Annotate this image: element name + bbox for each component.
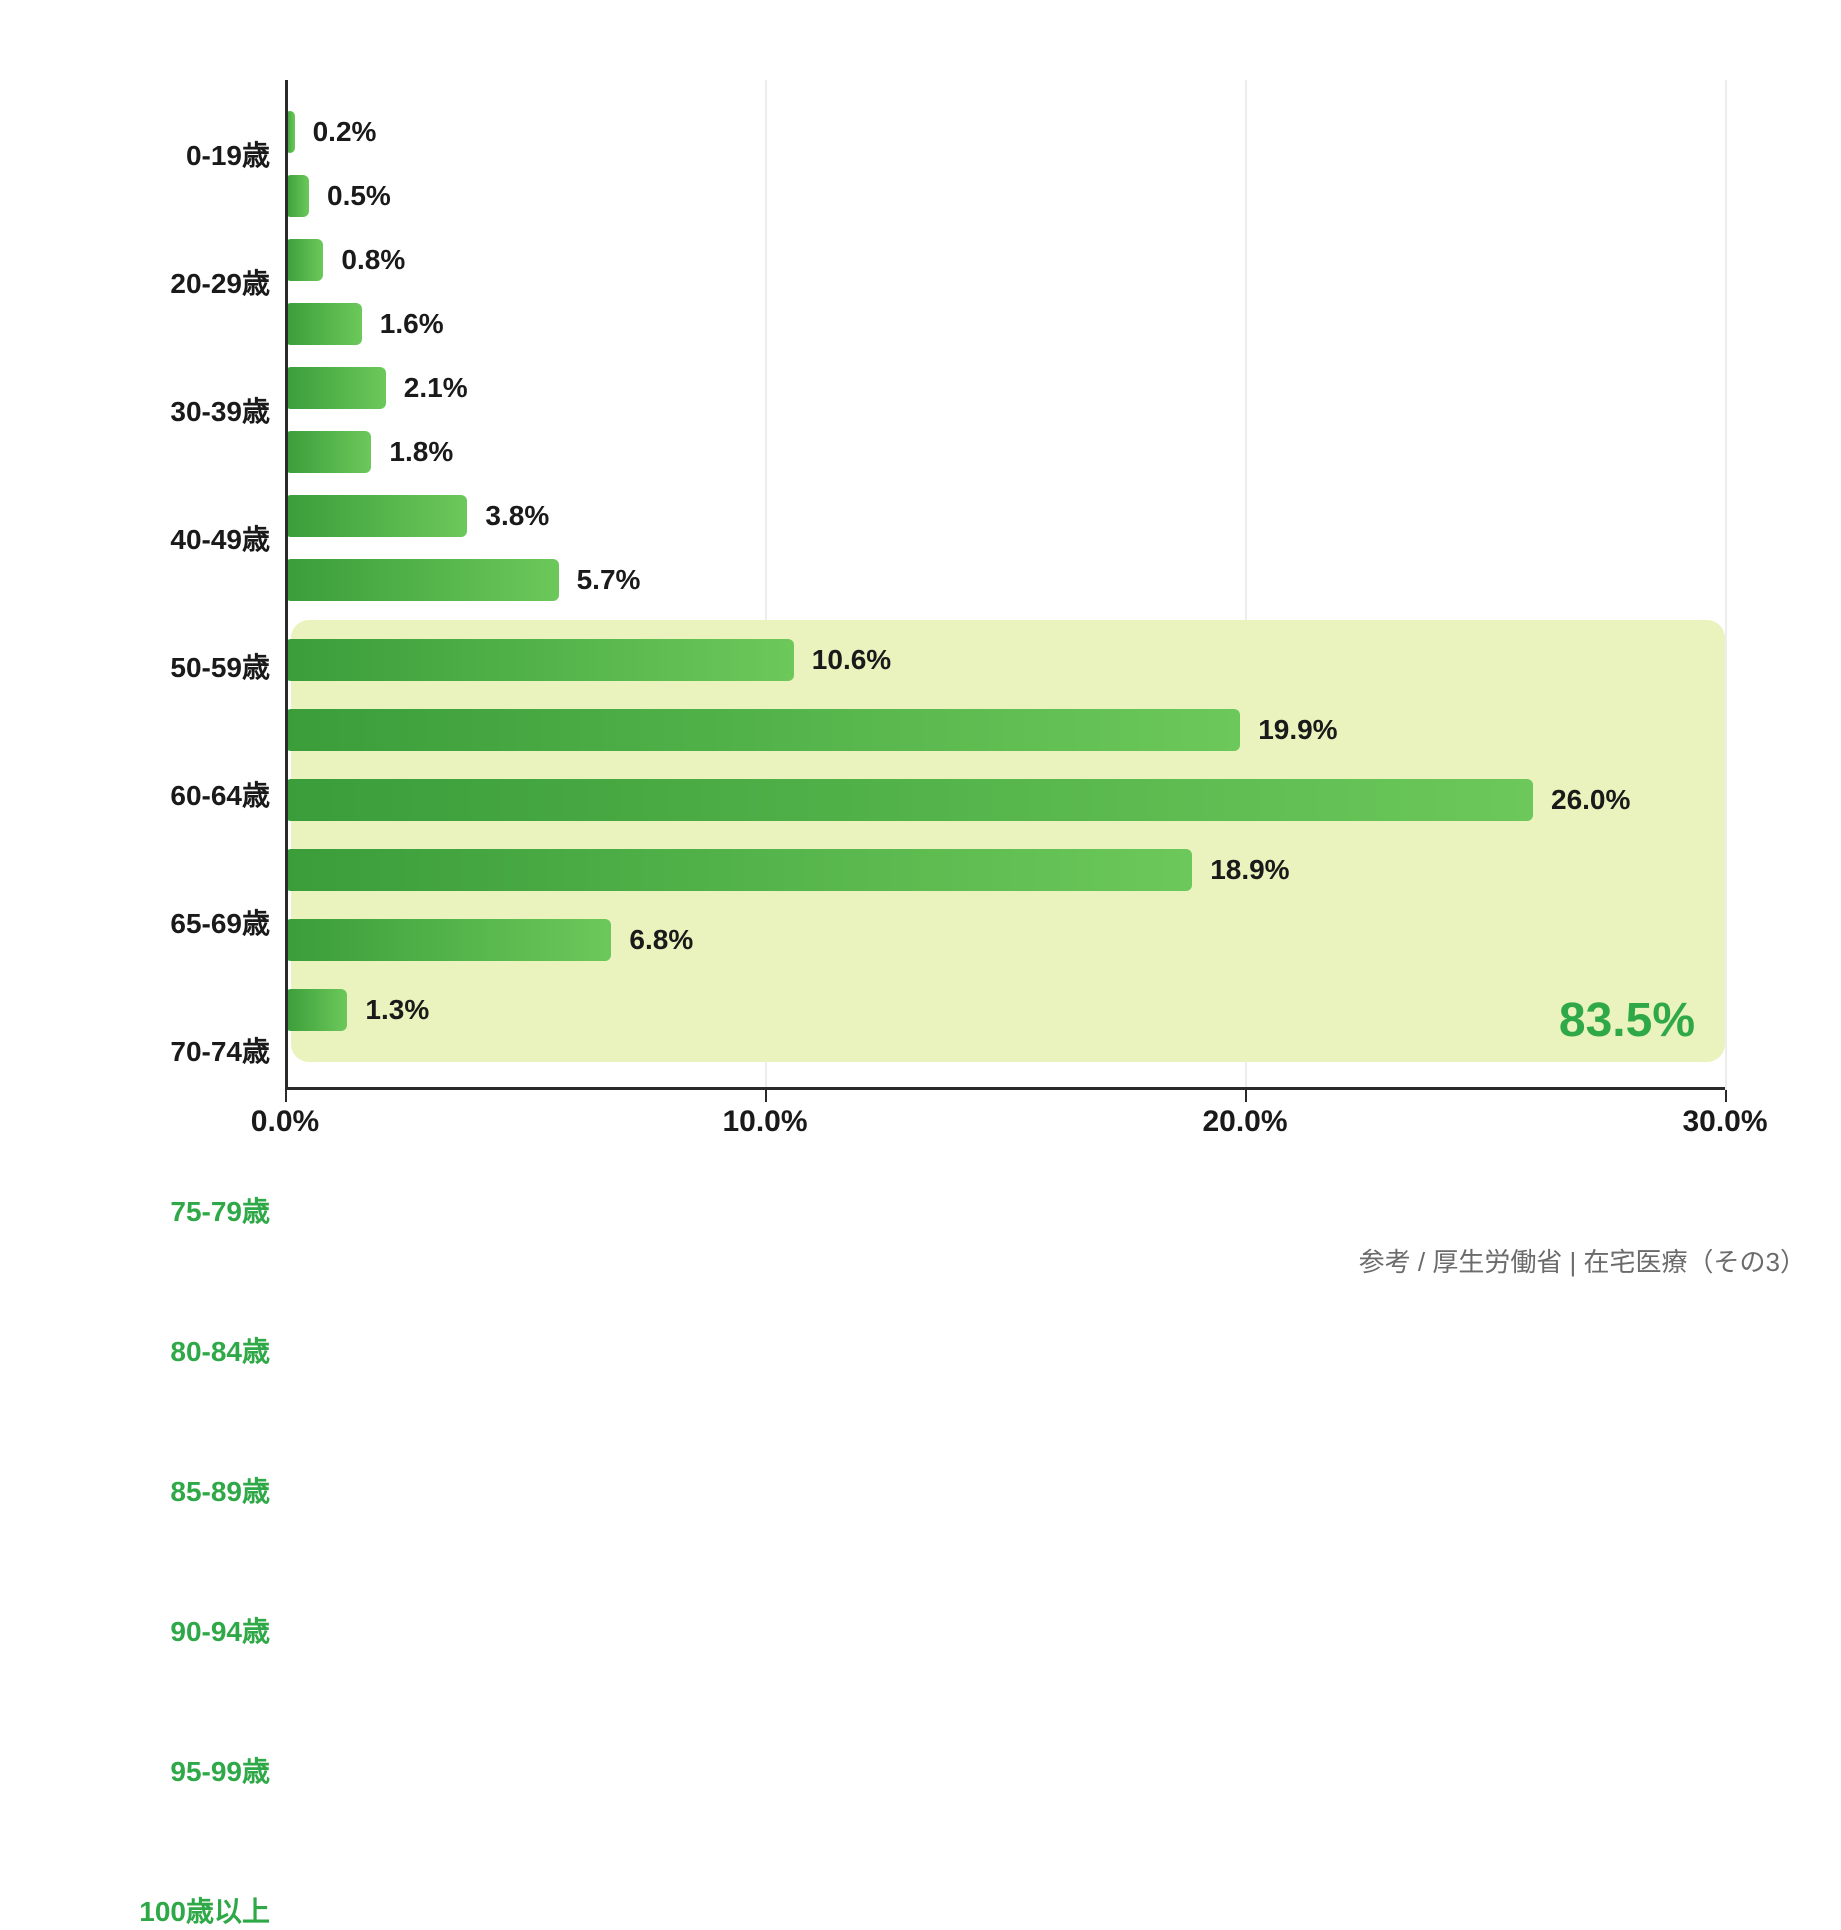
bar-value-label: 0.8% (341, 244, 405, 276)
bar-row: 75-79歳10.6% (285, 628, 1725, 692)
age-distribution-chart: 0-19歳0.2%20-29歳0.5%30-39歳0.8%40-49歳1.6%5… (80, 80, 1780, 1200)
bar-value-label: 2.1% (404, 372, 468, 404)
highlight-total-label: 83.5% (1559, 993, 1695, 1048)
x-tick-label: 30.0% (1682, 1105, 1767, 1139)
bar-row: 80-84歳19.9% (285, 698, 1725, 762)
bar-value-label: 0.5% (327, 180, 391, 212)
x-tick-label: 10.0% (722, 1105, 807, 1139)
bar-category-label: 75-79歳 (90, 1190, 270, 1230)
bar (285, 709, 1240, 751)
bar-row: 85-89歳26.0% (285, 768, 1725, 832)
bar-row: 90-94歳18.9% (285, 838, 1725, 902)
bar-value-label: 0.2% (313, 116, 377, 148)
bar-row: 50-59歳2.1% (285, 356, 1725, 420)
x-tick-mark (1245, 1090, 1247, 1102)
bar-category-label: 90-94歳 (90, 1610, 270, 1650)
bar (285, 175, 309, 217)
bar (285, 919, 611, 961)
bar-value-label: 1.3% (365, 994, 429, 1026)
bar (285, 989, 347, 1031)
bar (285, 559, 559, 601)
bar-category-label: 70-74歳 (90, 1030, 270, 1070)
bar-row: 70-74歳5.7% (285, 548, 1725, 612)
x-tick-mark (765, 1090, 767, 1102)
bar-category-label: 85-89歳 (90, 1470, 270, 1510)
bar-category-label: 100歳以上 (90, 1890, 270, 1930)
bar (285, 495, 467, 537)
bar-row: 20-29歳0.5% (285, 164, 1725, 228)
y-axis (285, 80, 288, 1090)
bar (285, 639, 794, 681)
bar-category-label: 20-29歳 (90, 262, 270, 302)
bar-value-label: 1.6% (380, 308, 444, 340)
bar (285, 849, 1192, 891)
bar-category-label: 80-84歳 (90, 1330, 270, 1370)
bar (285, 367, 386, 409)
x-tick-label: 20.0% (1202, 1105, 1287, 1139)
bar-value-label: 19.9% (1258, 714, 1337, 746)
bar-value-label: 1.8% (389, 436, 453, 468)
bar-category-label: 50-59歳 (90, 646, 270, 686)
bar-value-label: 10.6% (812, 644, 891, 676)
bar-category-label: 65-69歳 (90, 902, 270, 942)
bar-category-label: 40-49歳 (90, 518, 270, 558)
bar-value-label: 5.7% (577, 564, 641, 596)
bar-row: 30-39歳0.8% (285, 228, 1725, 292)
bar-row: 40-49歳1.6% (285, 292, 1725, 356)
bar (285, 239, 323, 281)
bar (285, 303, 362, 345)
bar-value-label: 26.0% (1551, 784, 1630, 816)
bar (285, 779, 1533, 821)
gridline (1725, 80, 1727, 1090)
x-tick-mark (285, 1090, 287, 1102)
bar-row: 0-19歳0.2% (285, 100, 1725, 164)
bar-category-label: 0-19歳 (90, 134, 270, 174)
bar-value-label: 3.8% (485, 500, 549, 532)
bar-row: 65-69歳3.8% (285, 484, 1725, 548)
plot-area: 0-19歳0.2%20-29歳0.5%30-39歳0.8%40-49歳1.6%5… (285, 80, 1725, 1090)
bar-category-label: 30-39歳 (90, 390, 270, 430)
bar-row: 95-99歳6.8% (285, 908, 1725, 972)
bar-row: 60-64歳1.8% (285, 420, 1725, 484)
x-tick-mark (1725, 1090, 1727, 1102)
bar-value-label: 18.9% (1210, 854, 1289, 886)
source-citation: 参考 / 厚生労働省 | 在宅医療（その3） (1359, 1242, 1806, 1279)
x-tick-label: 0.0% (251, 1105, 319, 1139)
bar-category-label: 60-64歳 (90, 774, 270, 814)
bar-row: 100歳以上1.3% (285, 978, 1725, 1042)
x-axis (285, 1087, 1725, 1090)
bar (285, 431, 371, 473)
bar-value-label: 6.8% (629, 924, 693, 956)
bar-category-label: 95-99歳 (90, 1750, 270, 1790)
